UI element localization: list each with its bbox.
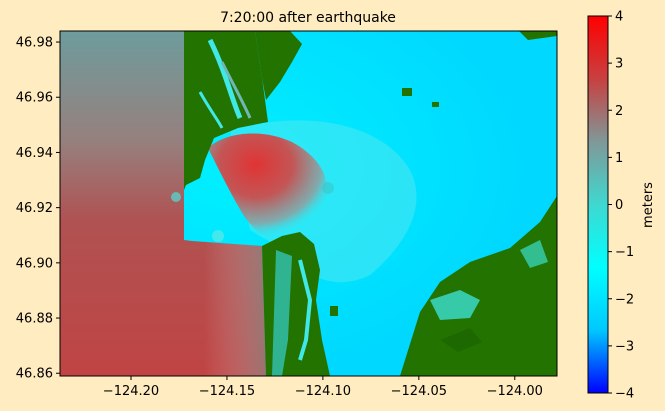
small-island — [402, 88, 412, 96]
colorbar-tick-label: −3 — [615, 339, 634, 354]
land-north-east — [255, 31, 302, 100]
colorbar-tick-label: 0 — [615, 198, 623, 213]
y-tick-label: 46.86 — [16, 367, 53, 382]
y-tick-label: 46.92 — [16, 201, 53, 216]
land-south-east — [400, 196, 557, 376]
x-tick-label: −124.10 — [295, 384, 351, 399]
colorbar-tick-label: −1 — [615, 245, 634, 260]
peninsula-channel — [207, 38, 243, 120]
x-tick-label: −124.00 — [487, 384, 543, 399]
plot-frame — [59, 30, 558, 377]
y-tick-label: 46.98 — [16, 36, 53, 51]
y-tick-label: 46.90 — [16, 256, 53, 271]
y-axis: 46.86 46.88 46.90 46.92 46.94 46.96 46.98 — [16, 36, 60, 382]
colorbar-label: meters — [641, 182, 656, 228]
y-tick-label: 46.96 — [16, 91, 53, 106]
colorbar-tick-label: 4 — [615, 10, 623, 25]
colorbar-tick-label: −4 — [615, 387, 634, 402]
colorbar-tick-label: 3 — [615, 57, 623, 72]
land-north-spit — [184, 31, 268, 190]
colorbar-tick-label: 2 — [615, 104, 623, 119]
colorbar-tick-label: −2 — [615, 292, 634, 307]
x-axis: −124.20 −124.15 −124.10 −124.05 −124.00 — [103, 376, 543, 399]
x-tick-label: −124.20 — [103, 384, 159, 399]
inlet-jet — [208, 133, 327, 238]
x-tick-label: −124.15 — [199, 384, 255, 399]
map-area — [60, 31, 557, 376]
colorbar-ticks: −4 −3 −2 −1 0 1 2 3 4 — [608, 10, 634, 402]
x-tick-label: −124.05 — [391, 384, 447, 399]
y-tick-label: 46.94 — [16, 146, 53, 161]
colorbar-tick-label: 1 — [615, 151, 623, 166]
colorbar: −4 −3 −2 −1 0 1 2 3 4 meters — [587, 10, 656, 402]
y-tick-label: 46.88 — [16, 312, 53, 327]
colorbar-scale — [587, 15, 609, 394]
chart-title: 7:20:00 after earthquake — [220, 10, 396, 26]
